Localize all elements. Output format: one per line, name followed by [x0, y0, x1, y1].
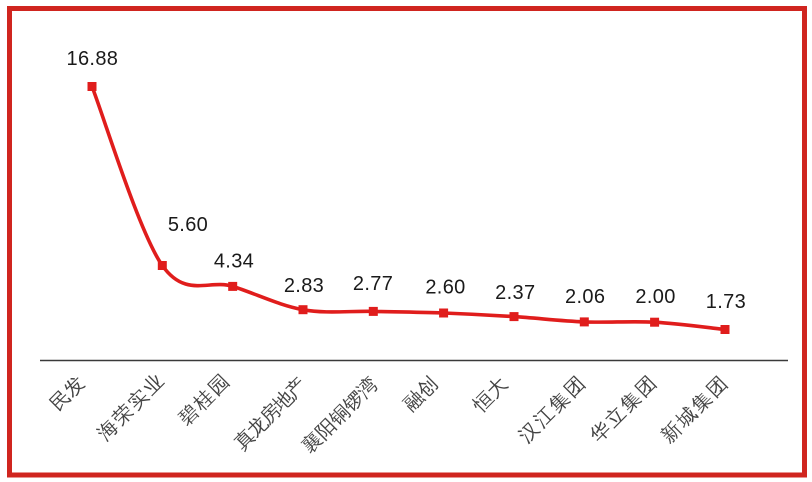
svg-text:1.73: 1.73 [706, 291, 746, 313]
svg-text:4.34: 4.34 [214, 250, 254, 272]
svg-text:2.06: 2.06 [565, 286, 605, 308]
svg-text:2.00: 2.00 [635, 286, 675, 308]
svg-text:2.83: 2.83 [284, 275, 324, 297]
svg-text:2.37: 2.37 [495, 282, 535, 304]
svg-text:16.88: 16.88 [66, 48, 118, 70]
svg-text:2.77: 2.77 [353, 273, 393, 295]
svg-text:2.60: 2.60 [425, 277, 465, 299]
svg-text:5.60: 5.60 [168, 214, 208, 236]
